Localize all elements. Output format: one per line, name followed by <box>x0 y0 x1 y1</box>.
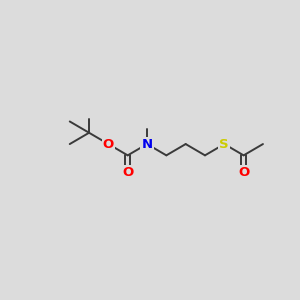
Text: N: N <box>142 138 153 151</box>
Text: O: O <box>103 138 114 151</box>
Text: S: S <box>220 138 229 151</box>
Text: O: O <box>238 166 249 179</box>
Text: O: O <box>122 166 133 179</box>
